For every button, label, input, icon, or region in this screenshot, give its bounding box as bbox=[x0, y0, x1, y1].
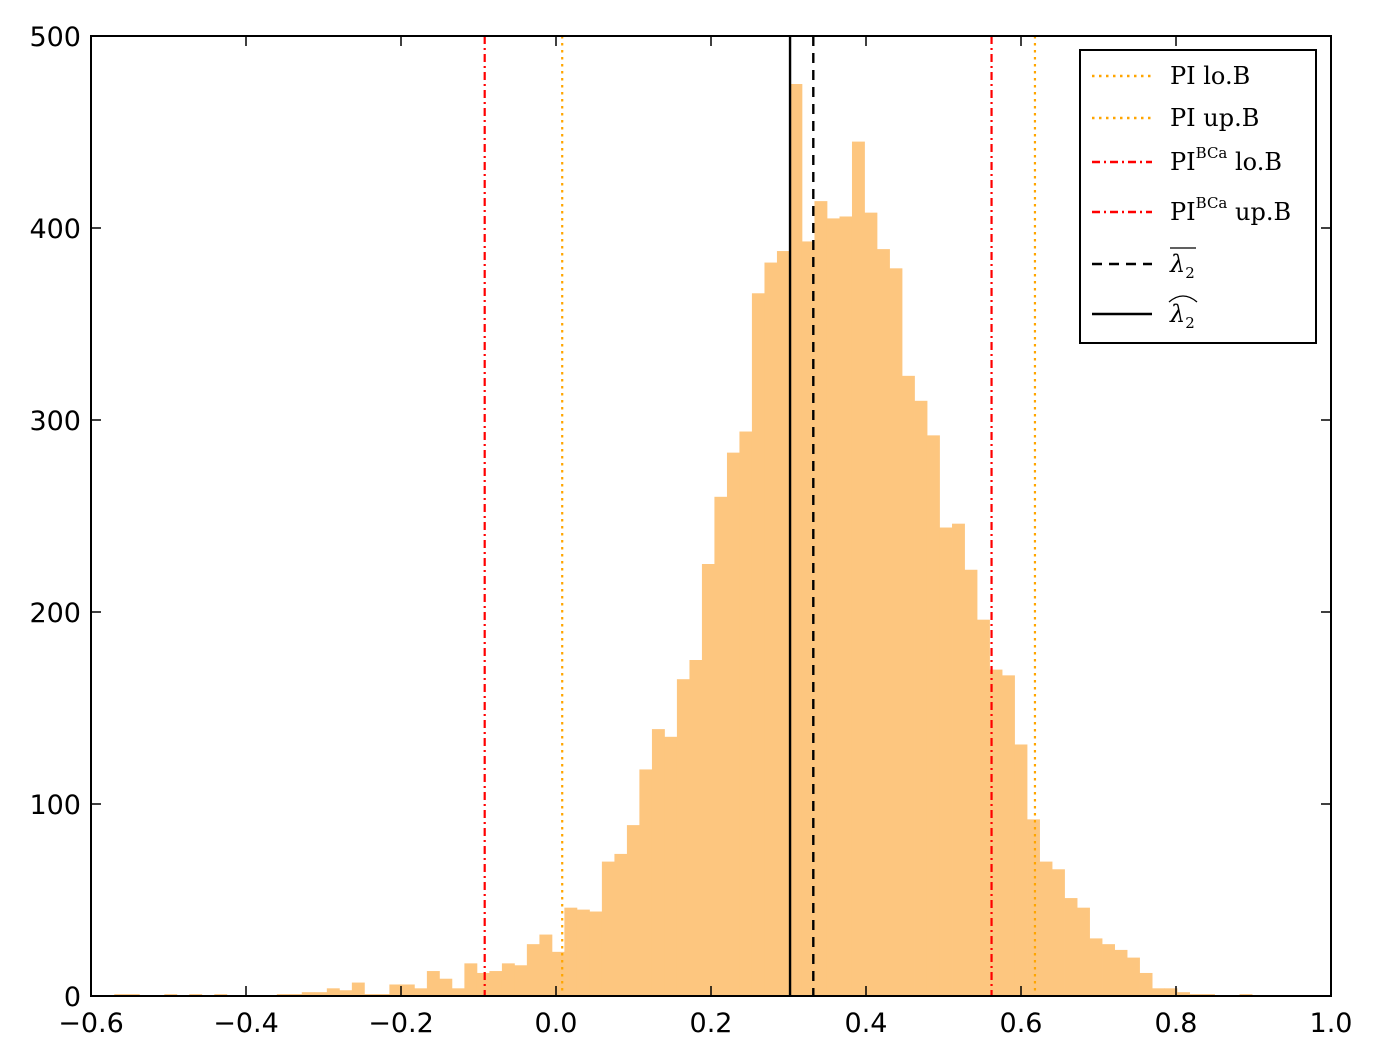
histogram-bar-59 bbox=[851, 141, 865, 997]
histogram-bar-71 bbox=[1002, 675, 1015, 996]
histogram-bar-23 bbox=[401, 984, 415, 996]
histogram-bar-54 bbox=[789, 84, 803, 996]
histogram-bar-36 bbox=[564, 907, 578, 996]
histogram-bar-75 bbox=[1052, 869, 1065, 996]
histogram-bar-31 bbox=[501, 963, 515, 996]
histogram-bar-84 bbox=[1164, 988, 1178, 996]
histogram-bar-17 bbox=[326, 988, 340, 996]
histogram-bar-79 bbox=[1102, 944, 1115, 996]
histogram-bar-47 bbox=[701, 564, 715, 996]
x-tick-label: 0.6 bbox=[1000, 1008, 1043, 1039]
histogram-bar-65 bbox=[926, 435, 940, 996]
histogram-bar-49 bbox=[726, 452, 740, 996]
histogram-bar-78 bbox=[1089, 938, 1103, 996]
pi-bca-up-b-legend-label: PIBCa up.B bbox=[1170, 194, 1291, 226]
histogram-bar-42 bbox=[639, 769, 653, 996]
histogram-bar-34 bbox=[539, 934, 553, 996]
y-tick-labels: 0 100 200 300 400 500 bbox=[29, 22, 81, 1013]
histogram-bar-85 bbox=[1177, 992, 1190, 996]
y-tick-label: 300 bbox=[29, 406, 81, 437]
histogram-bar-32 bbox=[514, 965, 528, 996]
x-tick-label: −0.2 bbox=[368, 1008, 434, 1039]
histogram-bar-76 bbox=[1064, 898, 1078, 996]
histogram-bar-18 bbox=[339, 990, 353, 996]
histogram-bar-29 bbox=[476, 972, 490, 996]
histogram-bar-72 bbox=[1014, 744, 1028, 996]
histogram-bar-33 bbox=[526, 944, 540, 996]
legend: PI lo.B PI up.B PIBCa lo.B PIBCa up.B λ2 λ2 bbox=[1079, 49, 1317, 344]
histogram-bar-82 bbox=[1139, 972, 1153, 996]
x-tick-label: 0.8 bbox=[1155, 1008, 1198, 1039]
pi-up-b-legend-label: PI up.B bbox=[1170, 104, 1259, 132]
x-tick-label: −0.6 bbox=[58, 1008, 124, 1039]
x-tick-label: −0.4 bbox=[213, 1008, 279, 1039]
histogram-bar-24 bbox=[414, 988, 428, 996]
legend-box bbox=[1079, 49, 1317, 344]
histogram-bar-52 bbox=[764, 262, 778, 996]
pi-bca-lo-b-legend-label: PIBCa lo.B bbox=[1170, 144, 1282, 176]
histogram-bar-15 bbox=[301, 992, 315, 996]
histogram-bar-64 bbox=[914, 400, 928, 996]
lambda2-hat-legend-label: λ2 bbox=[1169, 300, 1195, 332]
histogram-bar-81 bbox=[1127, 957, 1140, 996]
x-tick-label: 0.0 bbox=[535, 1008, 578, 1039]
histogram-bar-60 bbox=[864, 212, 878, 996]
y-tick-label: 200 bbox=[29, 598, 81, 629]
histogram-bar-30 bbox=[489, 971, 503, 996]
histogram-bar-62 bbox=[889, 268, 903, 996]
x-tick-label: 0.4 bbox=[845, 1008, 888, 1039]
histogram-bar-55 bbox=[801, 241, 815, 996]
histogram-bar-61 bbox=[877, 249, 890, 996]
histogram-bar-40 bbox=[614, 853, 628, 996]
histogram-bar-50 bbox=[739, 431, 753, 996]
pi-lo-b-legend-label: PI lo.B bbox=[1170, 62, 1250, 90]
histogram-bar-48 bbox=[714, 496, 728, 996]
histogram-bar-74 bbox=[1039, 861, 1053, 996]
histogram-bar-51 bbox=[751, 293, 765, 996]
histogram-bar-35 bbox=[551, 951, 565, 996]
histogram-bar-26 bbox=[439, 978, 453, 996]
y-tick-label: 100 bbox=[29, 790, 81, 821]
lambda2-bar-legend-label: λ2 bbox=[1169, 250, 1195, 282]
histogram-bar-80 bbox=[1114, 949, 1128, 996]
histogram-bars bbox=[114, 84, 1253, 997]
y-tick-label: 0 bbox=[64, 982, 81, 1013]
y-tick-label: 500 bbox=[29, 22, 81, 53]
hat-accent bbox=[1168, 295, 1198, 303]
histogram-bar-57 bbox=[826, 218, 840, 996]
histogram-bar-69 bbox=[976, 619, 990, 996]
histogram-bar-39 bbox=[601, 861, 615, 996]
histogram-bar-46 bbox=[689, 660, 703, 996]
histogram-bar-41 bbox=[626, 825, 640, 996]
histogram-bar-63 bbox=[901, 375, 915, 997]
histogram-bar-22 bbox=[389, 984, 403, 996]
histogram-bar-68 bbox=[964, 569, 978, 996]
axis-ticks bbox=[90, 35, 1332, 997]
histogram-bar-70 bbox=[989, 669, 1003, 996]
y-tick-label: 400 bbox=[29, 214, 81, 245]
histogram-bar-45 bbox=[676, 679, 690, 996]
histogram-bar-53 bbox=[776, 251, 790, 997]
reference-lines bbox=[483, 36, 1037, 996]
histogram-bar-28 bbox=[464, 963, 478, 996]
histogram-bar-73 bbox=[1027, 819, 1040, 996]
x-tick-label: 1.0 bbox=[1310, 1008, 1353, 1039]
histogram-bar-43 bbox=[651, 729, 665, 996]
histogram-bar-56 bbox=[814, 201, 828, 996]
x-tick-label: 0.2 bbox=[690, 1008, 733, 1039]
histogram-bar-77 bbox=[1077, 907, 1090, 996]
histogram-bar-83 bbox=[1152, 988, 1165, 996]
histogram-bar-44 bbox=[664, 736, 678, 996]
histogram-bar-66 bbox=[939, 527, 953, 996]
histogram-bar-37 bbox=[576, 909, 590, 996]
histogram-bar-27 bbox=[451, 988, 465, 996]
histogram-bar-38 bbox=[589, 911, 603, 996]
histogram-bar-25 bbox=[426, 971, 440, 996]
histogram-bar-58 bbox=[839, 216, 853, 997]
histogram-bar-67 bbox=[952, 523, 965, 996]
histogram-bar-19 bbox=[351, 982, 365, 996]
x-tick-labels: −0.6 −0.4 −0.2 0.0 0.2 0.4 0.6 0.8 1.0 bbox=[58, 1008, 1352, 1039]
histogram-bar-16 bbox=[314, 992, 328, 996]
